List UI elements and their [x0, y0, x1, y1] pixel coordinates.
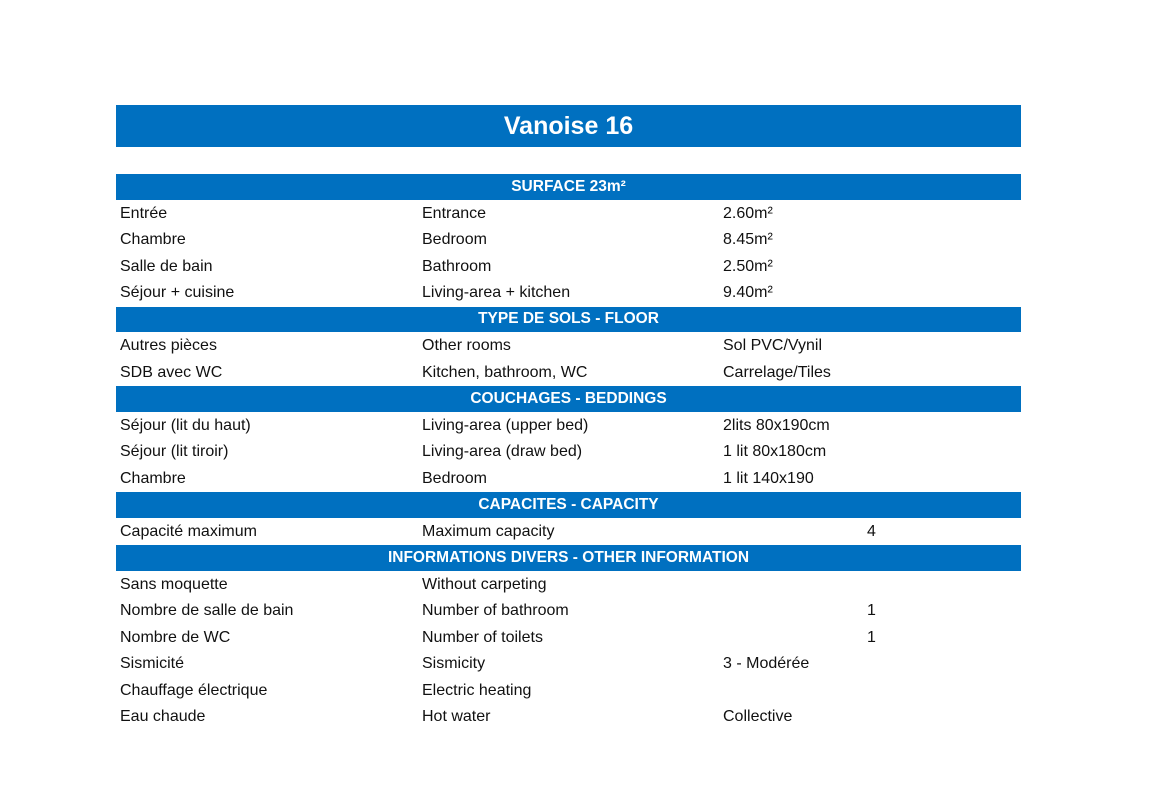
table-row: Autres pièces Other rooms Sol PVC/Vynil	[116, 333, 1021, 360]
section-header: COUCHAGES - BEDDINGS	[116, 386, 1021, 413]
table-row: Chambre Bedroom 1 lit 140x190	[116, 466, 1021, 493]
label-fr: SDB avec WC	[120, 363, 223, 381]
table-row: Salle de bain Bathroom 2.50m²	[116, 254, 1021, 281]
label-en: Bathroom	[422, 257, 492, 275]
table-row: Chambre Bedroom 8.45m²	[116, 227, 1021, 254]
value: Carrelage/Tiles	[723, 363, 831, 381]
count: 1	[867, 602, 876, 619]
count: 1	[867, 628, 876, 646]
label-fr: Autres pièces	[120, 337, 217, 354]
label-fr: Séjour (lit du haut)	[120, 416, 251, 434]
label-fr: Chambre	[120, 231, 186, 248]
table-row: Nombre de salle de bain Number of bathroo…	[116, 598, 1021, 625]
table-row: Séjour + cuisine Living-area + kitchen 9.4…	[116, 280, 1021, 307]
table-row: Chauffage électrique Electric heating	[116, 678, 1021, 705]
table-row: Nombre de WC Number of toilets 1	[116, 625, 1021, 652]
label-fr: Salle de bain	[120, 257, 213, 275]
value: 2.50m²	[723, 257, 773, 275]
label-fr: Chambre	[120, 469, 186, 487]
section-header: CAPACITES - CAPACITY	[116, 492, 1021, 519]
label-fr: Séjour + cuisine	[120, 284, 235, 301]
table-row: Séjour (lit tiroir) Living-area (draw bed…	[116, 439, 1021, 466]
label-en: Bedroom	[422, 231, 487, 248]
label-en: Bedroom	[422, 469, 487, 487]
value: Collective	[723, 708, 793, 725]
table-row: Sismicité Sismicity 3 - Modérée	[116, 651, 1021, 678]
count: 4	[867, 522, 876, 540]
section-header: INFORMATIONS DIVERS - OTHER INFORMATION	[116, 545, 1021, 572]
section-header: SURFACE 23m²	[116, 174, 1021, 201]
label-en: Without carpeting	[422, 575, 547, 593]
label-en: Entrance	[422, 204, 487, 222]
table-row: Entrée Entrance 2.60m²	[116, 201, 1021, 228]
label-fr: Eau chaude	[120, 708, 206, 725]
value: 2lits 80x190cm	[723, 416, 830, 434]
value: 3 - Modérée	[723, 655, 810, 672]
label-fr: Chauffage électrique	[120, 681, 268, 699]
label-en: Maximum capacity	[422, 522, 555, 540]
label-en: Living-area + kitchen	[422, 284, 571, 301]
value: 2.60m²	[723, 204, 773, 222]
label-fr: Capacité maximum	[120, 522, 257, 540]
page-title: Vanoise 16	[116, 105, 1021, 147]
section-header: TYPE DE SOLS - FLOOR	[116, 306, 1021, 333]
label-fr: Sismicité	[120, 655, 185, 672]
label-en: Hot water	[422, 708, 491, 725]
label-en: Living-area (draw bed)	[422, 443, 583, 460]
value: 8.45m²	[723, 231, 773, 248]
table-row: SDB avec WC Kitchen, bathroom, WC Carrelag…	[116, 360, 1021, 387]
label-en: Number of bathroom	[422, 602, 569, 619]
table-row: Capacité maximum Maximum capacity 4	[116, 519, 1021, 546]
label-fr: Nombre de WC	[120, 628, 231, 646]
label-fr: Séjour (lit tiroir)	[120, 443, 229, 460]
table-row: Sans moquette Without carpeting	[116, 572, 1021, 599]
info-sheet: SURFACE 23m² Entrée Entrance 2.60m² Chambre B…	[116, 174, 1021, 731]
label-en: Living-area (upper bed)	[422, 416, 589, 434]
label-en: Sismicity	[422, 655, 486, 672]
table-row: Eau chaude Hot water Collective	[116, 704, 1021, 731]
value: Sol PVC/Vynil	[723, 337, 822, 354]
label-fr: Nombre de salle de bain	[120, 602, 294, 619]
label-fr: Entrée	[120, 204, 168, 222]
table-row: Séjour (lit du haut) Living-area (upper b…	[116, 413, 1021, 440]
value: 1 lit 140x190	[723, 469, 814, 487]
value: 1 lit 80x180cm	[723, 443, 827, 460]
label-en: Other rooms	[422, 337, 511, 354]
label-en: Kitchen, bathroom, WC	[422, 363, 588, 381]
value: 9.40m²	[723, 284, 773, 301]
label-en: Number of toilets	[422, 628, 543, 646]
label-fr: Sans moquette	[120, 575, 228, 593]
label-en: Electric heating	[422, 681, 532, 699]
